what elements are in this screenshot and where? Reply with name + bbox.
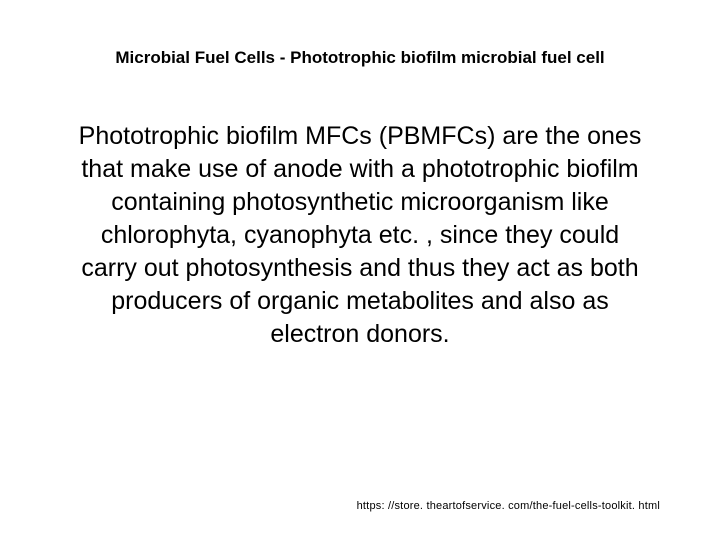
slide: Microbial Fuel Cells - Phototrophic biof… [0, 0, 720, 540]
slide-title: Microbial Fuel Cells - Phototrophic biof… [0, 48, 720, 68]
slide-footer-url: https: //store. theartofservice. com/the… [357, 500, 660, 512]
slide-body-text: Phototrophic biofilm MFCs (PBMFCs) are t… [70, 120, 650, 351]
